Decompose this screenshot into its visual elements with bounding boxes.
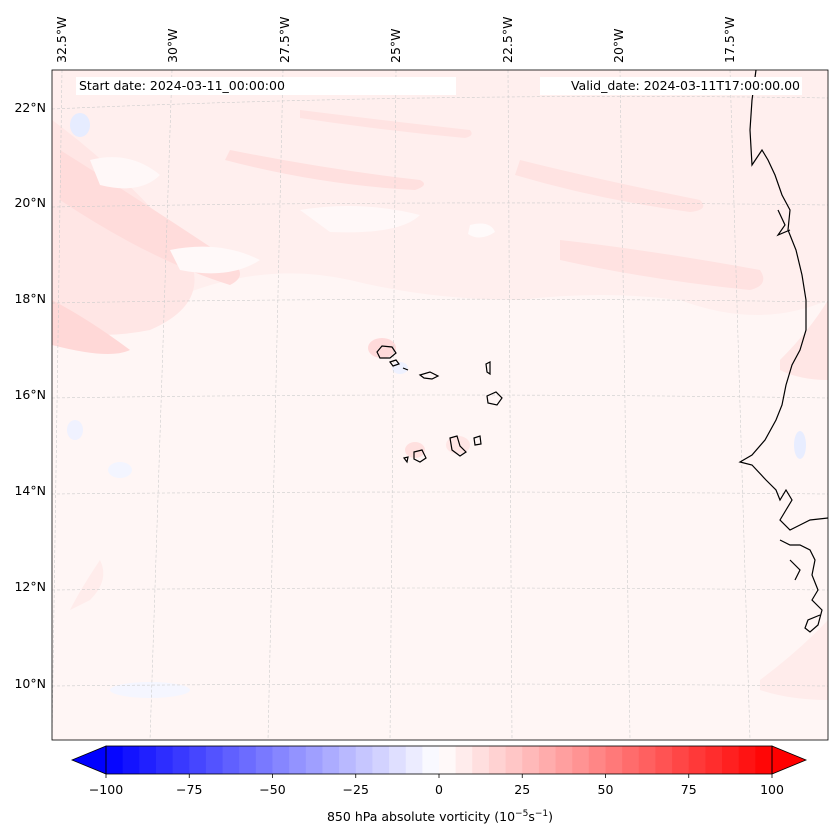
colorbar-cell <box>106 746 124 774</box>
colorbar-tick-label: 0 <box>435 782 443 797</box>
colorbar-cell <box>755 746 773 774</box>
colorbar-cell <box>189 746 207 774</box>
valid-date-background <box>540 77 802 95</box>
valid-date-label: Valid_date: 2024-03-11T17:00:00.00 <box>571 78 800 93</box>
colorbar-cell <box>172 746 190 774</box>
lon-label: 27.5°W <box>277 17 292 63</box>
longitude-labels: 32.5°W 30°W 27.5°W 25°W 22.5°W 20°W 17.5… <box>54 17 737 63</box>
colorbar-cell <box>522 746 540 774</box>
colorbar-cells <box>106 746 773 774</box>
colorbar-cell <box>455 746 473 774</box>
lon-label: 30°W <box>165 28 180 63</box>
colorbar-cell <box>588 746 606 774</box>
colorbar-cell <box>555 746 573 774</box>
island-santiago <box>449 435 467 457</box>
colorbar-tick-label: −100 <box>89 782 123 797</box>
island-fogo <box>413 449 427 463</box>
island-santo-antao <box>376 345 397 359</box>
colorbar-cell <box>638 746 656 774</box>
colorbar-tick-label: 50 <box>598 782 614 797</box>
lat-label: 22°N <box>14 100 46 115</box>
island-brava <box>402 456 409 464</box>
colorbar-tick-label: −75 <box>176 782 202 797</box>
coastline <box>738 70 828 633</box>
colorbar-label: 850 hPa absolute vorticity (10−5s−1) <box>327 809 553 824</box>
colorbar-cell <box>339 746 357 774</box>
colorbar-cell <box>472 746 490 774</box>
lon-label: 32.5°W <box>54 17 69 63</box>
colorbar-cell <box>122 746 140 774</box>
colorbar-tick-label: 25 <box>514 782 530 797</box>
colorbar: −100 −75 −50 −25 0 25 50 75 100 850 hPa absolute… <box>70 745 808 824</box>
lat-label: 14°N <box>14 483 46 498</box>
colorbar-max-extend <box>771 745 808 775</box>
colorbar-cell <box>405 746 423 774</box>
colorbar-cell <box>305 746 323 774</box>
cape-verde-islands <box>376 345 503 464</box>
colorbar-cell <box>655 746 673 774</box>
colorbar-cell <box>239 746 257 774</box>
island-boa-vista <box>486 391 503 406</box>
colorbar-min-extend <box>70 745 107 775</box>
colorbar-cell <box>389 746 407 774</box>
colorbar-cell <box>605 746 623 774</box>
island-sao-vicente <box>389 359 400 367</box>
lon-label: 25°W <box>388 28 403 63</box>
colorbar-cell <box>222 746 240 774</box>
west-africa-coast <box>738 70 828 531</box>
colorbar-cell <box>289 746 307 774</box>
colorbar-tick-label: 100 <box>760 782 784 797</box>
colorbar-cell <box>322 746 340 774</box>
colorbar-cell <box>422 746 440 774</box>
map-panel: Start date: 2024-03-11_00:00:00 Valid_da… <box>51 69 829 741</box>
colorbar-cell <box>688 746 706 774</box>
lon-label: 20°W <box>611 28 626 63</box>
colorbar-tick-label: −25 <box>343 782 369 797</box>
lat-label: 18°N <box>14 291 46 306</box>
map-frame <box>51 69 829 741</box>
colorbar-cell <box>538 746 557 774</box>
colorbar-cell <box>705 746 723 774</box>
colorbar-cell <box>505 746 523 774</box>
island-sao-nicolau <box>418 371 440 380</box>
colorbar-cell <box>255 746 273 774</box>
latitude-labels: 22°N 20°N 18°N 16°N 14°N 12°N 10°N <box>14 100 46 691</box>
colorbar-cell <box>355 746 373 774</box>
lon-label: 17.5°W <box>722 17 737 63</box>
colorbar-cell <box>272 746 290 774</box>
lat-label: 20°N <box>14 195 46 210</box>
colorbar-cell <box>372 746 390 774</box>
colorbar-cell <box>488 746 507 774</box>
colorbar-cell <box>738 746 756 774</box>
start-date-label: Start date: 2024-03-11_00:00:00 <box>79 78 285 93</box>
start-date-background <box>76 77 456 95</box>
colorbar-tick-label: 75 <box>681 782 697 797</box>
colorbar-cell <box>722 746 740 774</box>
colorbar-tick-label: −50 <box>259 782 285 797</box>
lat-label: 16°N <box>14 387 46 402</box>
island-santa-luzia <box>402 367 409 371</box>
colorbar-cell <box>672 746 690 774</box>
colorbar-cell <box>139 746 157 774</box>
colorbar-cell <box>572 746 590 774</box>
colorbar-cell <box>439 746 457 774</box>
lat-label: 10°N <box>14 676 46 691</box>
graticule <box>52 70 828 740</box>
lon-label: 22.5°W <box>500 17 515 63</box>
colorbar-cell <box>155 746 174 774</box>
colorbar-ticks: −100 −75 −50 −25 0 25 50 75 100 <box>89 774 784 797</box>
island-maio <box>473 435 482 446</box>
vorticity-field <box>52 70 828 700</box>
colorbar-cell <box>622 746 640 774</box>
island-sal <box>485 361 491 376</box>
colorbar-cell <box>205 746 224 774</box>
lat-label: 12°N <box>14 579 46 594</box>
